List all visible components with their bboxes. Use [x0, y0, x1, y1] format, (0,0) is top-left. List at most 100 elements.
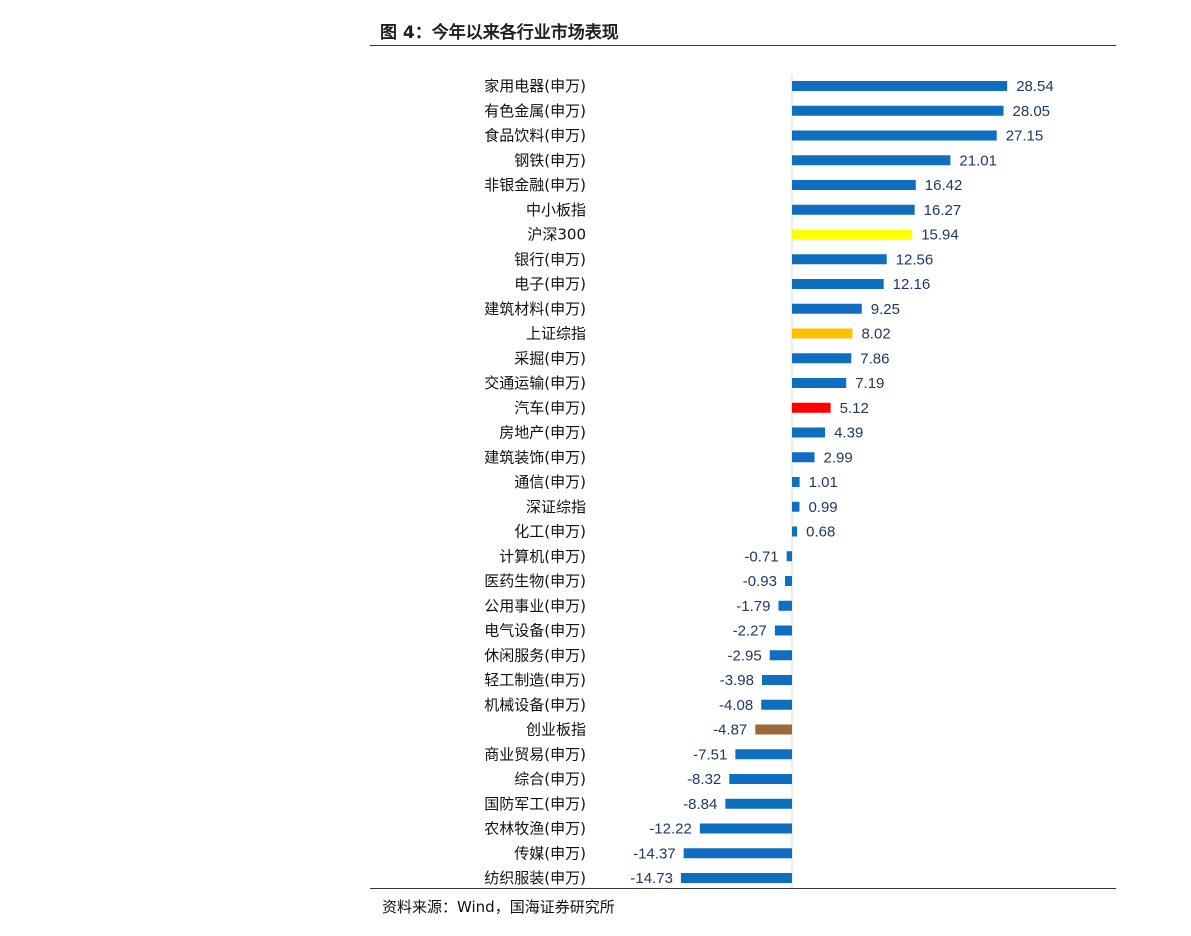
category-label: 建筑装饰(申万) — [484, 448, 586, 466]
category-label: 国防军工(申万) — [484, 795, 586, 813]
source-note: 资料来源：Wind，国海证券研究所 — [382, 898, 615, 916]
value-label: -14.37 — [633, 845, 676, 862]
category-label: 中小板指 — [526, 201, 586, 219]
category-label: 医药生物(申万) — [484, 572, 586, 590]
title-rule — [370, 45, 1116, 46]
bar — [792, 402, 831, 413]
bar — [735, 749, 792, 760]
category-label: 食品饮料(申万) — [484, 127, 586, 145]
category-label: 综合(申万) — [514, 770, 586, 788]
category-label: 商业贸易(申万) — [484, 745, 586, 763]
category-label: 家用电器(申万) — [484, 77, 586, 95]
category-label: 电子(申万) — [514, 275, 586, 293]
bar — [792, 155, 951, 166]
category-label: 化工(申万) — [514, 523, 586, 541]
value-label: -1.79 — [736, 598, 770, 615]
value-label: -0.93 — [743, 573, 777, 590]
bar — [792, 130, 997, 141]
bar — [792, 81, 1008, 91]
category-label: 沪深300 — [527, 226, 586, 244]
bar — [792, 427, 826, 438]
value-label: -2.95 — [728, 647, 762, 664]
category-label: 农林牧渔(申万) — [484, 820, 586, 838]
value-label: -12.22 — [649, 821, 692, 838]
value-label: -3.98 — [720, 672, 754, 689]
value-label: -4.87 — [713, 722, 747, 739]
category-label: 通信(申万) — [514, 473, 586, 491]
bar — [761, 699, 792, 710]
category-label: 上证综指 — [526, 325, 586, 343]
value-label: 27.15 — [1006, 128, 1044, 145]
category-label: 电气设备(申万) — [484, 622, 586, 640]
bar — [761, 675, 792, 685]
category-label: 休闲服务(申万) — [484, 646, 586, 664]
value-label: 4.39 — [834, 425, 863, 442]
value-label: 0.68 — [806, 524, 835, 541]
value-label: 5.12 — [840, 400, 869, 417]
bar — [778, 600, 792, 611]
source-rule — [370, 888, 1116, 889]
bar — [774, 625, 792, 636]
value-label: 28.05 — [1012, 103, 1050, 120]
bar — [792, 526, 798, 537]
value-label: -0.71 — [744, 548, 778, 565]
bar — [792, 254, 887, 265]
category-label: 房地产(申万) — [499, 424, 586, 442]
figure-title: 图 4：今年以来各行业市场表现 — [380, 23, 619, 43]
bar — [792, 204, 915, 215]
bar — [792, 477, 800, 487]
bar — [699, 823, 792, 834]
value-label: 21.01 — [959, 152, 997, 169]
category-label: 非银金融(申万) — [484, 176, 586, 194]
category-label: 创业板指 — [526, 721, 586, 739]
category-label: 纺织服装(申万) — [484, 869, 586, 887]
value-label: 0.99 — [808, 499, 837, 516]
value-label: -14.73 — [630, 870, 673, 887]
value-label: 15.94 — [921, 227, 959, 244]
value-label: 1.01 — [809, 474, 838, 491]
value-label: 7.19 — [855, 375, 884, 392]
bar — [792, 501, 800, 512]
bar — [792, 229, 913, 240]
bar — [729, 774, 792, 784]
value-label: -7.51 — [693, 746, 727, 763]
bar — [792, 279, 884, 289]
value-label: 2.99 — [824, 449, 853, 466]
value-label: -2.27 — [733, 623, 767, 640]
value-label: -8.32 — [687, 771, 721, 788]
category-label: 计算机(申万) — [499, 547, 586, 565]
bar — [792, 452, 815, 463]
bar — [792, 303, 862, 314]
value-label: 12.56 — [896, 251, 934, 268]
category-label: 机械设备(申万) — [484, 696, 586, 714]
bar — [792, 105, 1004, 116]
bar — [680, 873, 792, 883]
value-label: 16.42 — [925, 177, 963, 194]
category-label: 有色金属(申万) — [484, 102, 586, 120]
category-label: 汽车(申万) — [514, 399, 586, 417]
value-label: 16.27 — [924, 202, 962, 219]
bar — [792, 378, 847, 388]
bar — [792, 180, 916, 190]
value-label: 8.02 — [861, 326, 890, 343]
bar — [769, 650, 792, 661]
category-label: 建筑材料(申万) — [484, 300, 586, 318]
bar — [784, 576, 792, 586]
bar — [792, 328, 853, 339]
bar — [755, 724, 792, 735]
bar — [683, 848, 792, 859]
bar — [786, 551, 792, 562]
category-label: 公用事业(申万) — [484, 597, 586, 615]
category-label: 深证综指 — [526, 498, 586, 516]
category-label: 传媒(申万) — [514, 844, 586, 862]
category-label: 轻工制造(申万) — [484, 671, 586, 689]
category-label: 银行(申万) — [514, 250, 586, 268]
value-label: 28.54 — [1016, 78, 1054, 95]
category-label: 采掘(申万) — [514, 349, 586, 367]
value-label: 7.86 — [860, 350, 889, 367]
value-label: -8.84 — [683, 796, 717, 813]
bar — [725, 798, 792, 809]
value-label: 9.25 — [871, 301, 900, 318]
category-label: 交通运输(申万) — [484, 374, 586, 392]
